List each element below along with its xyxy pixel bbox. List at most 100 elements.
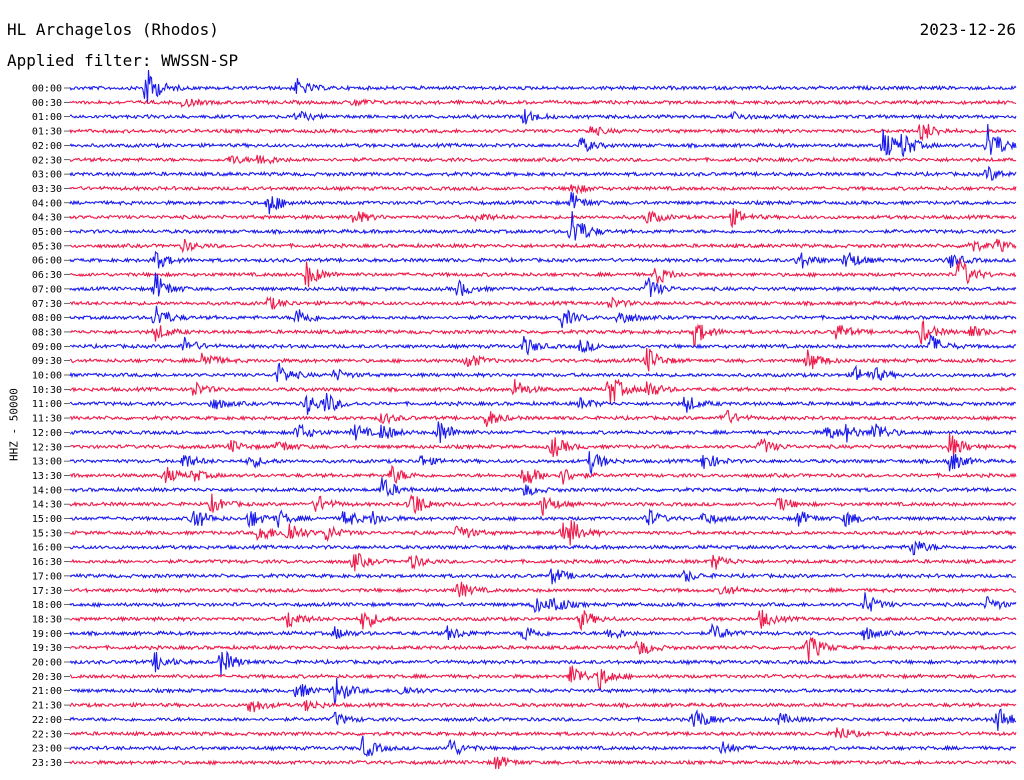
time-tick-label: 02:00 xyxy=(32,141,62,152)
trace-2230 xyxy=(69,727,1017,739)
trace-1700 xyxy=(69,568,1017,585)
trace-0830 xyxy=(69,320,1017,347)
time-tick-label: 19:30 xyxy=(32,643,62,654)
time-tick-label: 05:30 xyxy=(32,241,62,252)
time-tick-label: 08:00 xyxy=(32,313,62,324)
trace-1200 xyxy=(69,421,1017,444)
trace-0700 xyxy=(69,272,1017,298)
time-tick-label: 05:00 xyxy=(32,227,62,238)
trace-0800 xyxy=(69,305,1017,329)
trace-2330 xyxy=(69,756,1017,769)
trace-1330 xyxy=(69,464,1017,485)
trace-2300 xyxy=(69,735,1017,758)
trace-1630 xyxy=(69,552,1017,572)
time-tick-label: 00:00 xyxy=(32,84,62,95)
trace-1400 xyxy=(69,477,1017,498)
time-tick-label: 22:30 xyxy=(32,729,62,740)
trace-0200 xyxy=(69,123,1017,157)
trace-1930 xyxy=(69,636,1016,663)
time-tick-label: 21:00 xyxy=(32,686,62,697)
time-tick-label: 11:00 xyxy=(32,399,62,410)
trace-0430 xyxy=(69,208,1017,229)
filter-label: Applied filter: WWSSN-SP xyxy=(7,51,239,70)
time-tick-label: 01:00 xyxy=(32,112,62,123)
time-tick-label: 01:30 xyxy=(32,127,62,138)
trace-1230 xyxy=(69,433,1017,458)
trace-0100 xyxy=(69,109,1017,125)
time-tick-label: 20:00 xyxy=(32,658,62,669)
time-tick-label: 15:00 xyxy=(32,514,62,525)
trace-0330 xyxy=(69,183,1017,195)
trace-0000 xyxy=(69,69,1017,104)
station-title: HL Archagelos (Rhodos) xyxy=(7,20,219,39)
time-tick-label: 03:00 xyxy=(32,170,62,181)
time-tick-label: 12:30 xyxy=(32,442,62,453)
date-label: 2023-12-26 xyxy=(919,20,1016,39)
trace-1100 xyxy=(69,392,1017,415)
time-tick-label: 10:30 xyxy=(32,385,62,396)
time-tick-label: 07:30 xyxy=(32,299,62,310)
time-tick-label: 17:30 xyxy=(32,586,62,597)
trace-2100 xyxy=(69,678,1017,705)
time-tick-label: 21:30 xyxy=(32,701,62,712)
trace-1830 xyxy=(69,609,1017,632)
trace-2130 xyxy=(69,700,1017,713)
time-tick-label: 09:00 xyxy=(32,342,62,353)
trace-2000 xyxy=(69,650,1017,676)
time-tick-label: 04:00 xyxy=(32,198,62,209)
time-tick-label: 11:30 xyxy=(32,414,62,425)
time-tick-label: 19:00 xyxy=(32,629,62,640)
trace-0930 xyxy=(69,347,1017,372)
trace-1730 xyxy=(69,581,1017,598)
trace-1900 xyxy=(69,622,1017,642)
time-tick-label: 14:00 xyxy=(32,485,62,496)
trace-0230 xyxy=(69,154,1017,165)
trace-1130 xyxy=(69,409,1017,427)
trace-1300 xyxy=(69,451,1016,476)
trace-1600 xyxy=(69,540,1017,556)
trace-0900 xyxy=(70,334,1017,357)
trace-0730 xyxy=(69,295,1017,310)
time-tick-label: 03:30 xyxy=(32,184,62,195)
trace-0500 xyxy=(69,211,1017,241)
time-tick-label: 06:30 xyxy=(32,270,62,281)
trace-1530 xyxy=(69,519,1017,546)
time-tick-label: 23:00 xyxy=(32,744,62,755)
time-tick-label: 02:30 xyxy=(32,155,62,166)
trace-2200 xyxy=(69,708,1017,731)
time-tick-label: 22:00 xyxy=(32,715,62,726)
trace-1000 xyxy=(69,362,1017,382)
time-tick-label: 14:30 xyxy=(32,500,62,511)
time-tick-label: 16:30 xyxy=(32,557,62,568)
time-tick-label: 18:30 xyxy=(32,614,62,625)
time-tick-label: 12:00 xyxy=(32,428,62,439)
trace-1430 xyxy=(69,493,1017,516)
trace-0630 xyxy=(69,256,1017,288)
trace-0130 xyxy=(69,123,1017,142)
trace-0300 xyxy=(69,165,1017,181)
time-tick-label: 15:30 xyxy=(32,528,62,539)
trace-2030 xyxy=(69,665,1017,690)
trace-0030 xyxy=(69,97,1017,108)
time-tick-label: 23:30 xyxy=(32,758,62,769)
time-tick-label: 00:30 xyxy=(32,98,62,109)
time-tick-label: 18:00 xyxy=(32,600,62,611)
time-tick-label: 17:00 xyxy=(32,571,62,582)
time-tick-label: 13:30 xyxy=(32,471,62,482)
trace-1800 xyxy=(69,592,1017,614)
trace-0530 xyxy=(69,238,1017,254)
trace-1500 xyxy=(69,508,1017,529)
trace-0600 xyxy=(69,250,1017,269)
time-tick-label: 20:30 xyxy=(32,672,62,683)
time-tick-label: 07:00 xyxy=(32,284,62,295)
time-tick-label: 10:00 xyxy=(32,371,62,382)
trace-0400 xyxy=(69,192,1017,215)
time-tick-label: 13:00 xyxy=(32,457,62,468)
time-tick-label: 09:30 xyxy=(32,356,62,367)
time-tick-label: 04:30 xyxy=(32,213,62,224)
time-tick-label: 06:00 xyxy=(32,256,62,267)
time-tick-label: 08:30 xyxy=(32,327,62,338)
time-tick-label: 16:00 xyxy=(32,543,62,554)
trace-1030 xyxy=(69,378,1017,405)
